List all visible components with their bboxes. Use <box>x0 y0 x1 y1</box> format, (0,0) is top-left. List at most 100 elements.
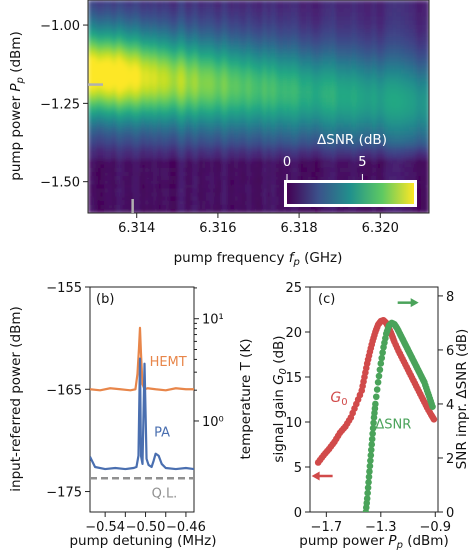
heatmap-cell <box>100 139 105 144</box>
heatmap-cell <box>100 155 105 161</box>
heatmap-cell <box>193 73 199 79</box>
heatmap-cell <box>177 40 182 46</box>
heatmap-cell <box>96 57 101 63</box>
heatmap-cell <box>238 110 243 116</box>
heatmap-cell <box>266 94 272 99</box>
heatmap-cell <box>165 184 170 190</box>
heatmap-cell <box>112 172 118 177</box>
heatmap-cell <box>128 188 134 194</box>
heatmap-cell <box>266 45 272 50</box>
heatmap-cell <box>299 159 304 165</box>
heatmap-cell <box>315 106 320 112</box>
heatmap-cell <box>323 98 329 104</box>
heatmap-cell <box>124 200 130 206</box>
heatmap-cell <box>152 40 158 46</box>
heatmap-cell <box>177 135 182 140</box>
heatmap-cell <box>209 147 215 153</box>
heatmap-cell <box>351 172 357 177</box>
heatmap-cell <box>355 20 361 26</box>
heatmap-cell <box>197 147 203 153</box>
heatmap-cell <box>254 45 260 50</box>
heatmap-cell <box>250 167 256 173</box>
heatmap-cell <box>347 4 353 9</box>
heatmap-cell <box>372 69 377 75</box>
heatmap-cell <box>177 86 182 91</box>
heatmap-cell <box>311 8 316 13</box>
heatmap-cell <box>148 180 154 185</box>
heatmap-cell <box>372 122 377 128</box>
heatmap-cell <box>282 118 288 124</box>
heatmap-cell <box>376 163 381 169</box>
heatmap-cell <box>282 110 288 116</box>
heatmap-cell <box>169 12 174 17</box>
heatmap-cell <box>274 114 280 120</box>
heatmap-cell <box>144 69 150 75</box>
heatmap-cell <box>319 143 325 149</box>
heatmap-cell <box>376 102 381 108</box>
heatmap-cell <box>270 4 276 9</box>
heatmap-cell <box>157 184 162 190</box>
heatmap-cell <box>140 155 146 161</box>
heatmap-cell <box>124 61 130 67</box>
heatmap-cell <box>144 8 150 13</box>
heatmap-cell <box>303 122 308 128</box>
heatmap-image <box>88 0 429 213</box>
heatmap-cell <box>226 36 231 42</box>
heatmap-cell <box>100 12 105 17</box>
heatmap-cell <box>116 77 122 83</box>
heatmap-cell <box>311 16 316 22</box>
heatmap-cell <box>152 65 158 71</box>
heatmap-cell <box>108 204 113 210</box>
heatmap-cell <box>404 163 410 169</box>
heatmap-cell <box>234 73 239 79</box>
heatmap-cell <box>189 98 195 104</box>
heatmap-cell <box>262 196 268 202</box>
heatmap-cell <box>230 94 235 99</box>
heatmap-cell <box>185 53 191 58</box>
heatmap-cell <box>169 53 174 58</box>
heatmap-cell <box>108 20 113 26</box>
heatmap-cell <box>108 57 113 63</box>
heatmap-cell <box>136 143 142 149</box>
heatmap-cell <box>416 65 422 71</box>
colorbar-tick-label: 5 <box>358 155 366 170</box>
heatmap-cell <box>124 8 130 13</box>
heatmap-cell <box>128 24 134 30</box>
heatmap-cell <box>335 45 341 50</box>
heatmap-cell <box>351 135 357 140</box>
heatmap-cell <box>226 192 231 198</box>
heatmap-cell <box>311 167 316 173</box>
heatmap-cell <box>343 139 349 144</box>
heatmap-cell <box>242 61 247 67</box>
heatmap-cell <box>136 28 142 34</box>
heatmap-cell <box>108 172 113 177</box>
heatmap-cell <box>213 118 219 124</box>
heatmap-cell <box>238 172 243 177</box>
heatmap-cell <box>396 176 402 181</box>
heatmap-cell <box>209 86 215 91</box>
heatmap-cell <box>250 110 256 116</box>
heatmap-cell <box>286 53 292 58</box>
heatmap-cell <box>319 0 325 5</box>
heatmap-cell <box>148 94 154 99</box>
heatmap-cell <box>323 163 329 169</box>
heatmap-cell <box>189 24 195 30</box>
heatmap-cell <box>165 24 170 30</box>
heatmap-cell <box>364 135 369 140</box>
heatmap-cell <box>120 204 126 210</box>
heatmap-cell <box>217 40 223 46</box>
heatmap-cell <box>246 86 251 91</box>
heatmap-cell <box>230 122 235 128</box>
heatmap-cell <box>400 155 406 161</box>
heatmap-cell <box>230 208 235 213</box>
heatmap-cell <box>132 4 138 9</box>
heatmap-cell <box>274 73 280 79</box>
heatmap-cell <box>152 8 158 13</box>
heatmap-cell <box>286 172 292 177</box>
heatmap-cell <box>242 94 247 99</box>
heatmap-cell <box>132 167 138 173</box>
heatmap-cell <box>120 73 126 79</box>
heatmap-cell <box>311 40 316 46</box>
heatmap-cell <box>112 110 118 116</box>
